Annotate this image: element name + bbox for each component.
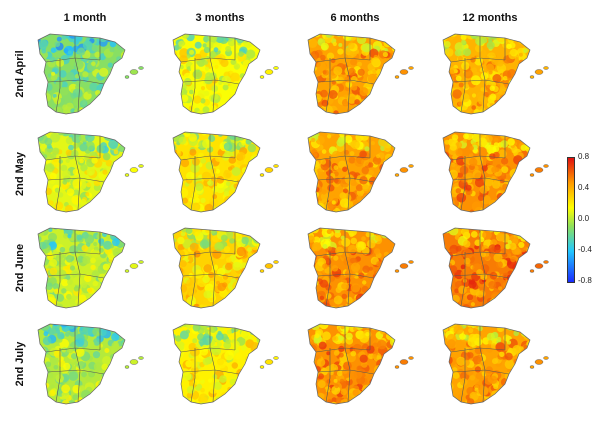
map-panel xyxy=(307,131,414,213)
row-header: 2nd May xyxy=(14,152,26,197)
row-header: 2nd April xyxy=(14,50,26,98)
column-header: 3 months xyxy=(195,12,245,24)
balearic-island xyxy=(264,263,274,269)
row-header: 2nd June xyxy=(14,243,26,293)
colorbar-tick: -0.4 xyxy=(578,245,592,254)
balearic-island xyxy=(534,167,544,173)
map-panel xyxy=(37,131,144,213)
map-panel xyxy=(307,323,414,405)
map-panel xyxy=(172,227,279,309)
map-panel xyxy=(172,33,279,115)
map-panel xyxy=(172,323,279,405)
map-panel xyxy=(307,33,414,115)
map-panel xyxy=(442,131,549,213)
column-header: 6 months xyxy=(330,12,380,24)
balearic-island xyxy=(129,359,139,365)
map-panel xyxy=(442,227,549,309)
balearic-island xyxy=(534,263,544,269)
balearic-island xyxy=(399,69,409,75)
balearic-island xyxy=(534,359,544,365)
map-panel xyxy=(442,323,549,405)
colorbar-tick: -0.8 xyxy=(578,276,592,285)
balearic-island xyxy=(264,359,274,365)
colorbar-tick: 0.8 xyxy=(578,152,590,161)
balearic-island xyxy=(129,263,139,269)
balearic-island xyxy=(129,167,139,173)
map-panel xyxy=(442,33,549,115)
balearic-island xyxy=(399,359,409,365)
column-header: 12 months xyxy=(462,12,518,24)
map-panel xyxy=(37,227,144,309)
colorbar xyxy=(567,157,575,283)
map-panel xyxy=(172,131,279,213)
balearic-island xyxy=(399,167,409,173)
balearic-island xyxy=(399,263,409,269)
colorbar-tick: 0.4 xyxy=(578,183,590,192)
balearic-island xyxy=(129,69,139,75)
colorbar-tick: 0.0 xyxy=(578,214,590,223)
balearic-island xyxy=(264,69,274,75)
balearic-island xyxy=(264,167,274,173)
column-header: 1 month xyxy=(63,12,107,24)
map-panel xyxy=(37,323,144,405)
balearic-island xyxy=(534,69,544,75)
map-panel xyxy=(307,227,414,309)
map-panel xyxy=(37,33,144,115)
row-header: 2nd July xyxy=(14,341,26,387)
